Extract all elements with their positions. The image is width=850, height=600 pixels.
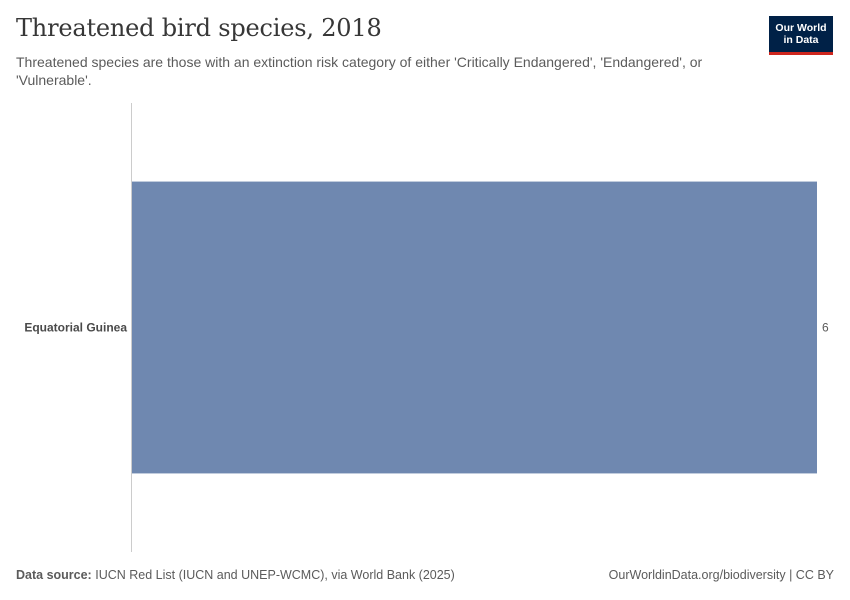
logo-line-1: Our World xyxy=(775,22,827,34)
bar[interactable] xyxy=(132,181,817,474)
category-label: Equatorial Guinea xyxy=(24,321,127,335)
chart-subtitle: Threatened species are those with an ext… xyxy=(16,54,703,88)
footer-link[interactable]: OurWorldinData.org/biodiversity | CC BY xyxy=(608,568,834,582)
owid-logo[interactable]: Our World in Data xyxy=(769,16,833,55)
data-source-label: Data source: xyxy=(16,568,92,582)
chart-title: Threatened bird species, 2018 xyxy=(16,14,382,42)
data-source: Data source: IUCN Red List (IUCN and UNE… xyxy=(16,568,455,582)
logo-line-2: in Data xyxy=(783,34,819,46)
value-label: 6 xyxy=(822,321,829,335)
data-source-text[interactable]: IUCN Red List (IUCN and UNEP-WCMC), via … xyxy=(95,568,455,582)
